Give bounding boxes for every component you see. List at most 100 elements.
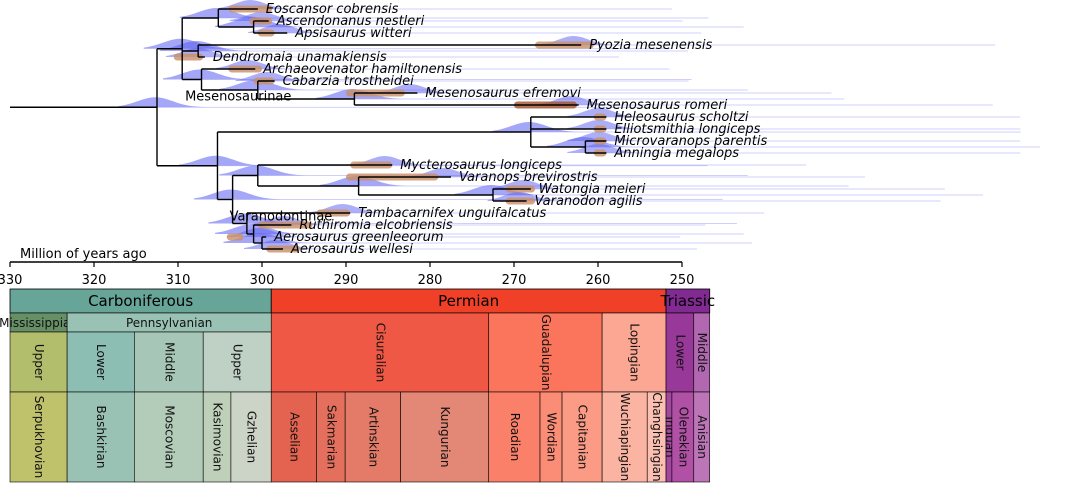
- stage-box: [66, 391, 135, 483]
- node-density-9: [320, 176, 408, 186]
- stage-label: Sakmarian: [324, 405, 338, 469]
- taxon-label: Pyozia mesenensis: [589, 38, 712, 53]
- stage-label: Roadian: [508, 413, 522, 461]
- epoch-label: Middle: [162, 342, 176, 382]
- period-label: Triassic: [660, 292, 716, 310]
- axis-tick-label: 320: [82, 273, 107, 288]
- node-density-4: [163, 69, 251, 80]
- taxon-label: Ruthiromia elcobriensis: [299, 218, 452, 233]
- stage-label: Gzhelian: [245, 411, 259, 463]
- stage-label: Olenekian: [676, 407, 690, 467]
- stage-box: [693, 391, 711, 483]
- epoch-box: [601, 312, 667, 393]
- epoch-box: [134, 331, 204, 393]
- taxon-label: Archaeovenator hamiltonensis: [262, 62, 462, 77]
- node-density-3: [219, 80, 307, 90]
- axis-tick-label: 270: [502, 273, 527, 288]
- epoch-label: Lower: [94, 344, 108, 380]
- period-box: [665, 288, 711, 314]
- node-density-10: [219, 165, 307, 176]
- stage-label: Anisian: [695, 415, 709, 459]
- stage-label: Serpukhovian: [32, 396, 46, 478]
- stage-box: [601, 391, 648, 483]
- epoch-label: Upper: [32, 344, 46, 380]
- epoch-label: Middle: [695, 333, 709, 373]
- tip-density-11: [567, 132, 643, 141]
- epoch-label: Upper: [231, 344, 245, 380]
- stage-label: Wordian: [545, 412, 559, 461]
- stage-label: Kasimovian: [211, 402, 225, 471]
- axis-tick-label: 330: [0, 273, 22, 288]
- time-axis: Million of years ago 330 320 310 300 290 280 2…: [0, 247, 694, 288]
- stage-box: [270, 391, 317, 483]
- taxon-label: Mycterosaurus longiceps: [400, 158, 562, 173]
- taxon-label: Varanodon agilis: [535, 194, 643, 209]
- taxon-label: Mesenosaurus romeri: [587, 98, 728, 113]
- stage-label: Changhsingian: [650, 392, 664, 481]
- taxon-label: Dendromaia unamakiensis: [213, 50, 387, 65]
- stage-label: Asselian: [287, 412, 301, 462]
- clade-label: Varanodontinae: [230, 210, 333, 225]
- node-density-7: [492, 122, 580, 132]
- epoch-label: Cisuralian: [373, 323, 387, 382]
- taxon-label: Eoscansor cobrensis: [266, 2, 399, 17]
- period-box: [270, 288, 667, 314]
- stage-label: Wuchiapingian: [618, 393, 632, 481]
- taxon-label: Heleosaurus scholtzi: [614, 110, 748, 125]
- taxon-label: Mesenosaurus efremovi: [425, 86, 581, 101]
- geologic-timescale: Carboniferous Permian Triassic Mississippia…: [0, 288, 716, 483]
- epoch-label: Lower: [673, 335, 687, 371]
- tip-density-20: [244, 240, 319, 249]
- period-box: [9, 288, 272, 314]
- period-label: Carboniferous: [88, 292, 193, 310]
- taxon-label: Microvaranops parentis: [614, 134, 767, 149]
- node-density-11: [223, 233, 311, 243]
- stage-label: Kungurian: [438, 407, 452, 468]
- taxon-label: Apsisaurus witteri: [294, 26, 412, 41]
- tip-density-19: [227, 228, 303, 237]
- subperiod-label: Pennsylvanian: [126, 316, 212, 330]
- node-density-1: [179, 8, 268, 18]
- stage-label: Capitanian: [576, 405, 590, 470]
- tip-density-6: [235, 72, 311, 81]
- axis-tick-label: 280: [418, 273, 443, 288]
- epoch-label: Lopingian: [628, 323, 642, 381]
- stage-box: [344, 391, 401, 483]
- fossil-range-4: [173, 53, 204, 61]
- stage-label: Bashkirian: [94, 406, 108, 469]
- epoch-box: [66, 331, 135, 393]
- period-label: Permian: [438, 292, 499, 310]
- epoch-box: [9, 331, 68, 393]
- stage-box: [400, 391, 490, 483]
- taxon-label: Anningia megalops: [613, 146, 739, 161]
- axis-tick-label: 250: [670, 273, 695, 288]
- fossil-range-19: [226, 233, 244, 241]
- stage-box: [230, 391, 272, 483]
- clade-label: Mesenosaurinae: [185, 90, 291, 105]
- stage-label: Moscovian: [162, 405, 176, 468]
- tree-branches-layer: [10, 8, 607, 250]
- axis-tick-label: 290: [334, 273, 359, 288]
- node-density-14: [194, 189, 282, 200]
- tip-density-10: [567, 120, 643, 129]
- tip-density-16: [487, 192, 563, 201]
- taxon-label: Tambacarnifex unguifalcatus: [358, 206, 546, 221]
- divergence-density-layer: [118, 0, 1040, 250]
- axis-tick-label: 310: [166, 273, 191, 288]
- epoch-label: Guadalupian: [539, 314, 553, 390]
- node-density-15: [179, 155, 267, 166]
- taxon-label: Varanops brevirostris: [459, 170, 598, 185]
- taxon-label: Aerosaurus wellesi: [290, 242, 413, 257]
- clade-label-layer: Mesenosaurinae Varanodontinae: [185, 90, 332, 225]
- taxon-label: Ascendonanus nestleri: [276, 14, 425, 29]
- axis-tick-label: 260: [586, 273, 611, 288]
- stage-box: [488, 391, 541, 483]
- node-density-17: [143, 38, 232, 49]
- axis-tick-label: 300: [250, 273, 275, 288]
- taxon-label: Watongia meieri: [539, 182, 646, 197]
- node-density-16: [118, 97, 206, 108]
- axis-title: Million of years ago: [20, 247, 147, 262]
- tip-density-12: [567, 144, 643, 153]
